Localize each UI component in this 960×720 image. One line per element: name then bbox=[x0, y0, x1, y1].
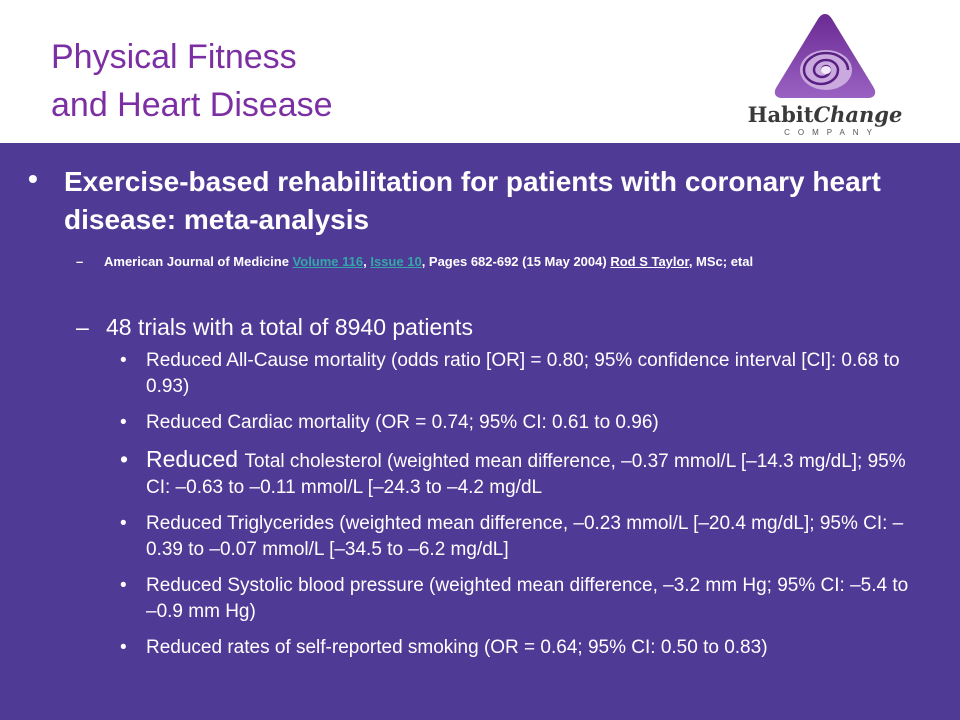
slide-header: Physical Fitness and Heart Disease Habit… bbox=[0, 0, 960, 143]
item-bullet: • bbox=[120, 575, 127, 596]
issue-link[interactable]: Issue 10 bbox=[370, 254, 422, 269]
slide-title: Physical Fitness and Heart Disease bbox=[51, 33, 333, 129]
bullet-glyph: • bbox=[28, 163, 38, 194]
logo-word-habit: Habit bbox=[747, 102, 814, 127]
item-bullet: • bbox=[120, 446, 129, 472]
logo-company: COMPANY bbox=[784, 128, 880, 137]
list-item: • Reduced Systolic blood pressure (weigh… bbox=[120, 573, 920, 625]
finding-text: Reduced Systolic blood pressure (weighte… bbox=[146, 575, 909, 622]
logo-word-change: Change bbox=[813, 102, 903, 127]
trials-summary: –48 trials with a total of 8940 patients bbox=[76, 314, 473, 341]
findings-list: • Reduced All-Cause mortality (odds rati… bbox=[120, 348, 920, 671]
list-item: • Reduced Triglycerides (weighted mean d… bbox=[120, 511, 920, 563]
citation: – American Journal of Medicine Volume 11… bbox=[76, 252, 856, 272]
finding-prefix: Reduced bbox=[146, 446, 245, 472]
citation-text: American Journal of Medicine Volume 116,… bbox=[104, 252, 856, 272]
item-bullet: • bbox=[120, 350, 127, 371]
item-bullet: • bbox=[120, 412, 127, 433]
finding-text: Reduced rates of self-reported smoking (… bbox=[146, 637, 768, 658]
slide-body: • Exercise-based rehabilitation for pati… bbox=[0, 143, 960, 720]
summary-text: 48 trials with a total of 8940 patients bbox=[106, 314, 473, 340]
author-credentials: , MSc; etal bbox=[688, 254, 754, 269]
citation-sep: , bbox=[363, 254, 371, 269]
item-bullet: • bbox=[120, 513, 127, 534]
main-bullet: • Exercise-based rehabilitation for pati… bbox=[28, 163, 928, 239]
list-item: • Reduced Total cholesterol (weighted me… bbox=[120, 446, 920, 501]
citation-pages: , Pages 682-692 (15 May 2004) bbox=[421, 254, 611, 269]
list-item: • Reduced Cardiac mortality (OR = 0.74; … bbox=[120, 410, 920, 436]
finding-text: Reduced Triglycerides (weighted mean dif… bbox=[146, 513, 904, 560]
finding-text: Reduced All-Cause mortality (odds ratio … bbox=[146, 350, 900, 397]
citation-dash: – bbox=[76, 254, 84, 269]
headline: Exercise-based rehabilitation for patien… bbox=[64, 166, 881, 235]
habitchange-logo: HabitChange COMPANY bbox=[730, 10, 920, 138]
title-line-2: and Heart Disease bbox=[51, 86, 333, 124]
item-bullet: • bbox=[120, 637, 127, 658]
summary-dash: – bbox=[76, 314, 89, 340]
logo-wordmark: HabitChange bbox=[730, 102, 920, 127]
journal-name: American Journal of Medicine bbox=[104, 254, 293, 269]
spiral-triangle-icon bbox=[774, 14, 876, 98]
list-item: • Reduced All-Cause mortality (odds rati… bbox=[120, 348, 920, 400]
title-line-1: Physical Fitness bbox=[51, 38, 297, 76]
volume-link[interactable]: Volume 116 bbox=[292, 254, 364, 269]
list-item: • Reduced rates of self-reported smoking… bbox=[120, 635, 920, 661]
finding-body: Total cholesterol (weighted mean differe… bbox=[146, 451, 906, 498]
author-link[interactable]: Rod S Taylor bbox=[610, 254, 689, 269]
finding-text: Reduced Cardiac mortality (OR = 0.74; 95… bbox=[146, 412, 659, 433]
finding-text: Reduced Total cholesterol (weighted mean… bbox=[146, 446, 920, 501]
